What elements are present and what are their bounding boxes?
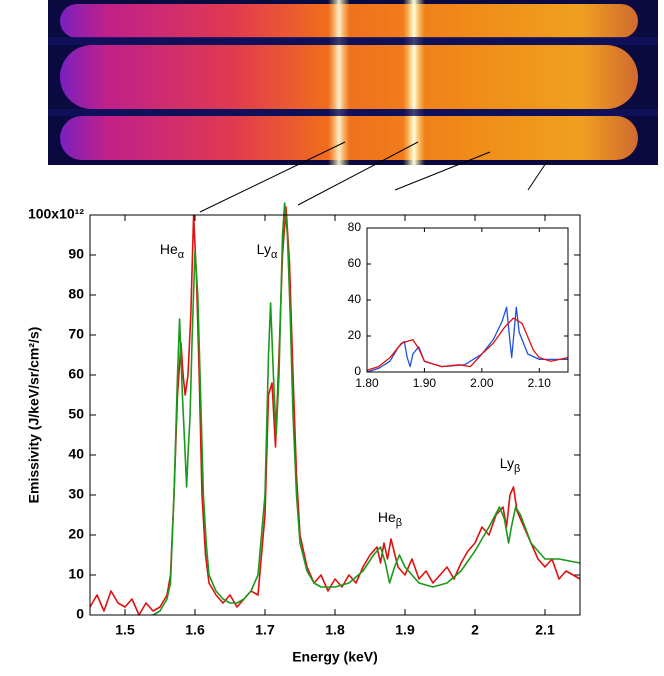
y-tick-label: 30 bbox=[68, 486, 84, 502]
y-tick-label: 60 bbox=[68, 366, 84, 382]
peak-label-subscript: α bbox=[271, 249, 278, 261]
y-tick-label: 50 bbox=[68, 406, 84, 422]
spectral-image bbox=[48, 0, 658, 165]
peak-label: Lyβ bbox=[500, 455, 521, 475]
x-tick-label: 1.9 bbox=[395, 622, 415, 638]
y-axis-label: Emissivity (J/keV/sr/cm²/s) bbox=[26, 327, 42, 504]
y-tick-label: 80 bbox=[348, 220, 362, 234]
inset-background bbox=[367, 228, 568, 372]
y-tick-label: 40 bbox=[348, 292, 362, 306]
peak-label-name: Ly bbox=[500, 455, 514, 471]
x-tick-label: 2 bbox=[471, 622, 479, 638]
peak-label-name: He bbox=[378, 509, 396, 525]
connector-lines bbox=[199, 141, 549, 213]
peak-label-subscript: α bbox=[178, 249, 185, 261]
x-axis-label: Energy (keV) bbox=[292, 649, 378, 665]
y-tick-label: 20 bbox=[68, 526, 84, 542]
peak-label: Heα bbox=[160, 241, 185, 261]
peak-label: Heβ bbox=[378, 509, 402, 529]
y-tick-label: 0 bbox=[76, 606, 84, 622]
x-tick-label: 1.80 bbox=[355, 376, 379, 390]
peak-label: Lyα bbox=[257, 241, 278, 261]
x-tick-label: 2.00 bbox=[470, 376, 494, 390]
series-line bbox=[152, 202, 581, 616]
x-tick-label: 1.90 bbox=[413, 376, 437, 390]
x-tick-label: 2.1 bbox=[535, 622, 555, 638]
x-tick-label: 1.5 bbox=[115, 622, 135, 638]
peak-label-subscript: β bbox=[396, 517, 402, 529]
x-tick-label: 2.10 bbox=[528, 376, 552, 390]
plot-frame bbox=[366, 227, 569, 373]
peak-label-name: He bbox=[160, 241, 178, 257]
peak-label-subscript: β bbox=[514, 463, 520, 475]
y-tick-label: 10 bbox=[68, 566, 84, 582]
x-tick-label: 1.6 bbox=[185, 622, 205, 638]
x-tick-label: 1.7 bbox=[255, 622, 275, 638]
y-tick-label: 70 bbox=[68, 326, 84, 342]
y-tick-label: 20 bbox=[348, 328, 362, 342]
y-tick-label: 40 bbox=[68, 446, 84, 462]
series-line bbox=[89, 206, 581, 616]
plot-frame bbox=[89, 214, 581, 616]
series-line bbox=[366, 317, 569, 371]
peak-label-name: Ly bbox=[257, 241, 271, 257]
y-tick-label: 100x10¹² bbox=[28, 206, 84, 222]
y-tick-label: 60 bbox=[348, 256, 362, 270]
y-tick-label: 0 bbox=[354, 364, 361, 378]
y-tick-label: 80 bbox=[68, 286, 84, 302]
x-tick-label: 1.8 bbox=[325, 622, 345, 638]
y-tick-label: 90 bbox=[68, 246, 84, 262]
